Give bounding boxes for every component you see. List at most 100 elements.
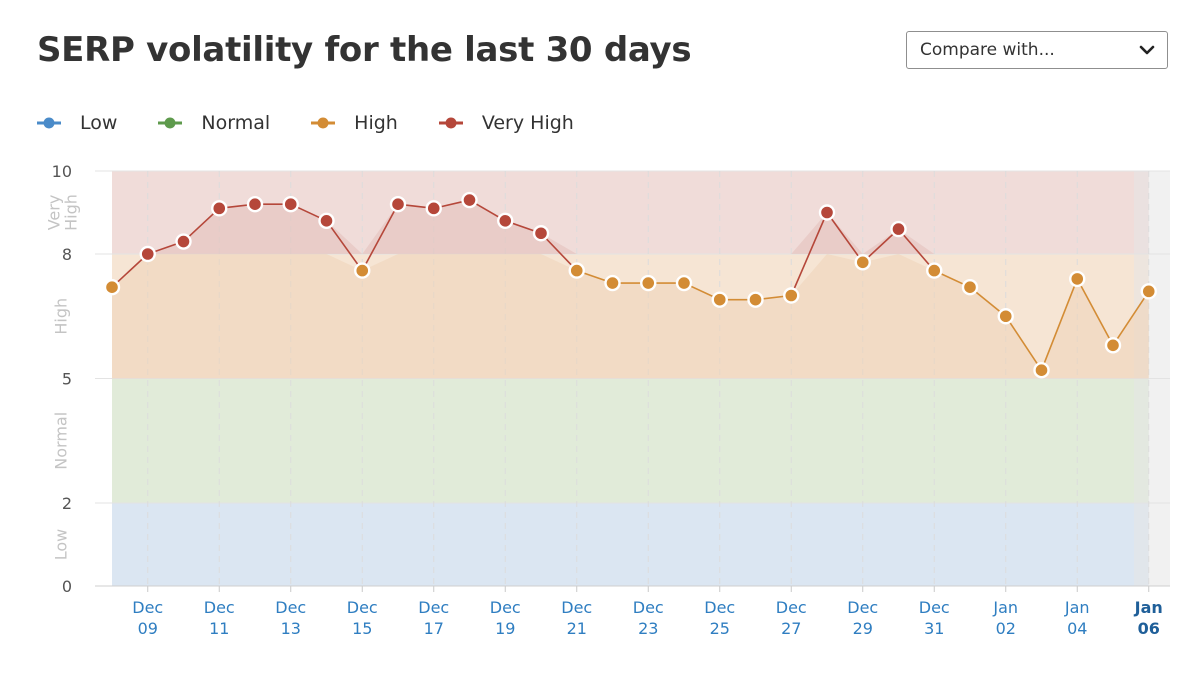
x-tick-day: 25 (710, 619, 730, 638)
series-line-segment (1005, 315, 1043, 371)
series-line-segment (897, 228, 935, 272)
data-point[interactable] (282, 196, 299, 213)
series-line-segment (325, 220, 363, 272)
band-low (112, 503, 1149, 586)
band-label: Normal (52, 412, 71, 470)
data-point[interactable] (1069, 270, 1086, 288)
data-point[interactable] (532, 225, 550, 242)
chart-legend: Low Normal High Very High (36, 112, 614, 134)
legend-item-high[interactable]: High (310, 112, 398, 134)
x-tick-day: 23 (638, 619, 658, 638)
legend-marker-high (311, 117, 336, 129)
legend-label-low: Low (80, 112, 118, 134)
x-tick-day: 31 (924, 619, 944, 638)
band-normal (112, 378, 1149, 503)
series-line-segment (540, 232, 578, 272)
compare-dropdown[interactable]: Compare with... (906, 31, 1168, 69)
x-tick-month: Dec (204, 598, 235, 617)
legend-item-normal[interactable]: Normal (157, 112, 270, 134)
legend-item-low[interactable]: Low (36, 112, 117, 134)
data-point[interactable] (926, 262, 943, 279)
series-line-segment (1076, 278, 1114, 346)
data-point[interactable] (854, 254, 871, 271)
legend-marker-very-high (438, 117, 463, 129)
x-tick-day: 19 (495, 619, 515, 638)
band-label: High (62, 194, 81, 231)
series-line-segment (1112, 290, 1150, 346)
data-point[interactable] (246, 196, 264, 213)
data-point[interactable] (1140, 283, 1157, 300)
x-tick-month: Dec (418, 598, 449, 617)
legend-label-high: High (354, 112, 398, 134)
x-tick-month: Dec (347, 598, 378, 617)
data-point[interactable] (890, 220, 907, 238)
series-line-segment (790, 212, 828, 296)
data-point[interactable] (425, 200, 442, 217)
data-point[interactable] (961, 278, 979, 296)
series-line-segment (361, 203, 399, 271)
x-tick-day: 27 (781, 619, 801, 638)
x-tick-day: 11 (209, 619, 229, 638)
high-area (112, 254, 1149, 379)
x-tick-day: 15 (352, 619, 372, 638)
y-tick-label: 10 (52, 162, 72, 181)
data-point[interactable] (747, 291, 764, 308)
data-point[interactable] (1033, 361, 1050, 379)
volatility-chart: 025810Dec09Dec11Dec13Dec15Dec17Dec19Dec2… (45, 162, 1170, 638)
very-high-area (112, 200, 1149, 254)
compare-dropdown-label: Compare with... (920, 40, 1055, 60)
data-point[interactable] (818, 204, 836, 221)
x-tick-day: 17 (424, 619, 444, 638)
data-point[interactable] (211, 200, 228, 217)
data-point[interactable] (997, 308, 1014, 325)
legend-label-normal: Normal (201, 112, 271, 134)
x-tick-month: Jan (992, 598, 1018, 617)
x-tick-day: 21 (567, 619, 587, 638)
x-tick-day: 02 (996, 619, 1016, 638)
x-tick-month: Jan (1134, 598, 1163, 617)
x-tick-day: 29 (853, 619, 873, 638)
y-tick-label: 8 (62, 245, 72, 264)
data-point[interactable] (461, 191, 478, 209)
x-tick-month: Jan (1064, 598, 1090, 617)
data-point[interactable] (604, 274, 621, 292)
legend-label-very-high: Very High (481, 112, 574, 134)
data-point[interactable] (103, 278, 121, 296)
x-tick-month: Dec (704, 598, 735, 617)
x-tick-day: 06 (1138, 619, 1160, 638)
x-tick-month: Dec (919, 598, 950, 617)
data-point[interactable] (568, 262, 585, 279)
band-label: High (52, 298, 71, 335)
x-tick-month: Dec (561, 598, 592, 617)
data-point[interactable] (783, 287, 800, 304)
x-tick-month: Dec (275, 598, 306, 617)
x-tick-month: Dec (132, 598, 163, 617)
series-line-segment (826, 212, 864, 263)
data-point[interactable] (139, 245, 156, 263)
legend-item-very-high[interactable]: Very High (438, 112, 574, 134)
data-point[interactable] (640, 274, 657, 292)
band-label: Very (45, 195, 64, 231)
band-label: Low (52, 529, 71, 561)
y-tick-label: 5 (62, 370, 72, 389)
x-tick-month: Dec (776, 598, 807, 617)
legend-marker-normal (158, 117, 183, 129)
x-tick-month: Dec (847, 598, 878, 617)
series-line-segment (1040, 278, 1078, 371)
data-point[interactable] (711, 291, 728, 308)
data-point[interactable] (318, 212, 335, 230)
data-point[interactable] (1104, 337, 1122, 354)
data-point[interactable] (175, 233, 192, 250)
y-tick-label: 2 (62, 494, 72, 513)
data-point[interactable] (354, 262, 371, 279)
data-point[interactable] (675, 274, 693, 292)
data-point[interactable] (497, 212, 514, 230)
x-tick-day: 09 (138, 619, 158, 638)
y-tick-label: 0 (62, 577, 72, 596)
x-tick-day: 04 (1067, 619, 1087, 638)
x-tick-month: Dec (490, 598, 521, 617)
x-tick-month: Dec (633, 598, 664, 617)
x-tick-day: 13 (281, 619, 301, 638)
data-point[interactable] (389, 196, 407, 213)
chevron-down-icon (1139, 45, 1155, 55)
